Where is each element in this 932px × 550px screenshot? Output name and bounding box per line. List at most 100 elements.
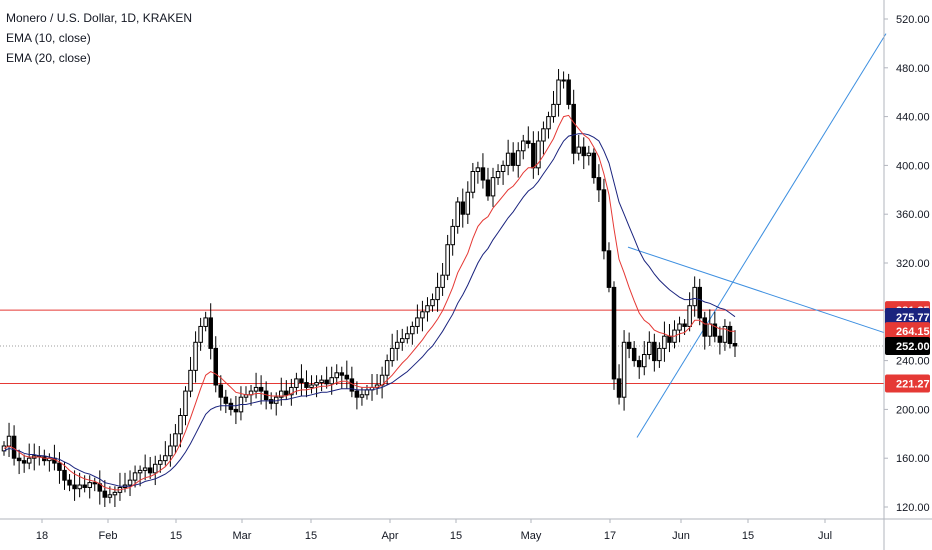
candle-body-down (258, 386, 264, 392)
time-axis: 18 Feb 15 Mar 15 Apr 15 May 17 Jun 15 Jul (36, 519, 832, 542)
candle (137, 465, 143, 487)
candle (82, 475, 87, 493)
candle-body-up (289, 386, 294, 396)
candle-body-up (253, 386, 259, 392)
candle-body-down (218, 384, 224, 398)
candle (505, 139, 511, 176)
price-badge-bg (885, 307, 930, 326)
price-badge-label: 275.77 (896, 312, 930, 324)
candle-body-up (158, 460, 163, 465)
candle (636, 355, 642, 379)
candle (233, 395, 239, 425)
price-tick-label: 200.00 (896, 404, 930, 416)
candle (334, 364, 339, 385)
candle-body-down (16, 457, 22, 462)
ema20-line (3, 133, 736, 487)
candle-body-down (526, 140, 531, 144)
candle-body-up (662, 335, 667, 349)
candle (415, 304, 420, 334)
candle-body-up (394, 341, 400, 349)
candle-body-down (460, 201, 466, 215)
ema10-legend: EMA (10, close) (6, 31, 91, 45)
candle (16, 449, 22, 475)
candle-body-up (77, 484, 82, 490)
candle (490, 167, 496, 207)
time-tick-label: Jul (818, 530, 832, 542)
time-tick-label: Jun (672, 530, 690, 542)
candle-body-up (500, 164, 506, 172)
candle-body-up (415, 317, 420, 327)
horizontal-levels (0, 309, 884, 384)
candle (425, 297, 430, 322)
candle-body-down (213, 347, 219, 386)
candle (495, 164, 501, 185)
trendlines (627, 33, 887, 438)
candle (717, 326, 723, 355)
candle-body-up (405, 333, 410, 340)
candle-body-up (334, 372, 339, 379)
candle (480, 153, 486, 189)
candle (641, 341, 647, 376)
candle (344, 360, 350, 389)
candle (11, 425, 17, 466)
time-tick-label: 15 (305, 530, 317, 542)
candle (445, 234, 450, 281)
candle-body-down (566, 79, 571, 105)
candle-body-down (601, 189, 607, 252)
candle (178, 408, 183, 448)
candle-body-up (168, 445, 173, 457)
candle (465, 181, 471, 224)
price-badge-bg (885, 374, 930, 393)
candle-body-up (198, 325, 203, 343)
candle-body-up (465, 191, 471, 215)
price-badge: 275.77 (885, 307, 930, 326)
candle-body-down (72, 484, 77, 490)
candle-body-down (339, 372, 345, 376)
candle-body-up (163, 455, 168, 462)
candle (289, 378, 294, 406)
candle-body-down (42, 456, 47, 462)
candle-body-up (435, 286, 440, 301)
candle-body-up (647, 341, 652, 355)
candle-body-down (717, 335, 723, 343)
candle (319, 375, 324, 392)
time-tick-label: 15 (742, 530, 754, 542)
candle-body-up (445, 244, 450, 276)
candle-body-down (268, 399, 274, 404)
candle (500, 160, 506, 185)
candle (455, 197, 460, 234)
candle-body-up (188, 369, 193, 392)
candle (389, 333, 395, 367)
candle-body-down (62, 469, 67, 481)
candle-body-down (11, 435, 17, 459)
candle-body-down (531, 142, 536, 169)
candle-body-up (425, 305, 430, 313)
candle (596, 164, 602, 202)
candle (571, 89, 576, 165)
candle-body-up (319, 379, 324, 384)
candle (697, 278, 702, 326)
candle-body-up (490, 177, 496, 197)
candle (405, 326, 410, 344)
candle (440, 263, 445, 296)
candle (581, 137, 587, 170)
candle (188, 356, 193, 398)
candle-body-up (127, 479, 133, 486)
candle-body-up (309, 384, 314, 388)
candle (667, 324, 672, 353)
candle (117, 472, 123, 501)
candle-body-down (510, 152, 516, 166)
candle (566, 73, 571, 110)
candle-body-down (571, 103, 576, 154)
candle-body-down (223, 396, 229, 404)
price-badge-label: 264.15 (896, 326, 930, 338)
candle (152, 455, 158, 486)
candle (163, 441, 168, 466)
candle-body-down (354, 390, 360, 398)
candle (520, 134, 526, 160)
candle (561, 71, 566, 89)
candle-body-up (692, 286, 697, 307)
candle (67, 474, 72, 492)
price-badge-label: 221.27 (896, 378, 930, 390)
